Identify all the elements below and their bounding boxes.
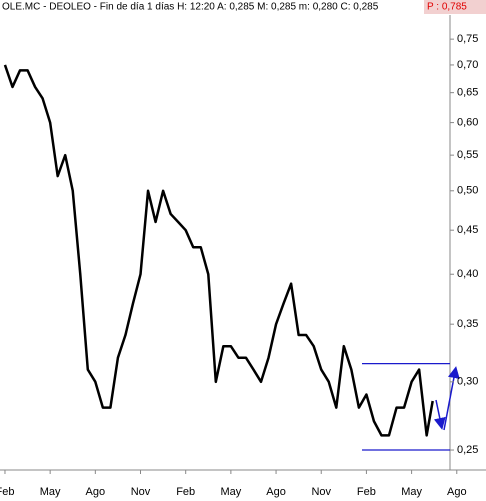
x-tick-label: May — [40, 486, 61, 498]
x-tick-label: Feb — [357, 486, 376, 498]
price-box — [424, 0, 486, 14]
y-tick-label: 0,35 — [457, 318, 478, 330]
x-tick-label: Ago — [447, 486, 467, 498]
price-line — [3, 64, 434, 437]
y-tick-label: 0,30 — [457, 376, 478, 388]
y-tick-label: 0,55 — [457, 149, 478, 161]
y-tick-label: 0,75 — [457, 33, 478, 45]
y-tick-label: 0,25 — [457, 444, 478, 456]
y-tick-label: 0,65 — [457, 87, 478, 99]
arrow-down — [433, 399, 446, 430]
x-tick-label: May — [401, 486, 422, 498]
x-tick-label: Feb — [0, 486, 14, 498]
x-tick-label: Feb — [176, 486, 195, 498]
x-tick-label: May — [220, 486, 241, 498]
y-tick-label: 0,40 — [457, 268, 478, 280]
x-tick-label: Ago — [86, 486, 106, 498]
x-tick-label: Nov — [311, 486, 331, 498]
y-tick-label: 0,50 — [457, 185, 478, 197]
y-tick-label: 0,70 — [457, 59, 478, 71]
price-label: P : 0,785 — [427, 2, 467, 13]
chart-title: OLE.MC - DEOLEO - Fin de día 1 días H: 1… — [2, 2, 379, 13]
x-tick-label: Ago — [266, 486, 286, 498]
y-tick-label: 0,60 — [457, 117, 478, 129]
x-tick-label: Nov — [131, 486, 151, 498]
y-tick-label: 0,45 — [457, 224, 478, 236]
